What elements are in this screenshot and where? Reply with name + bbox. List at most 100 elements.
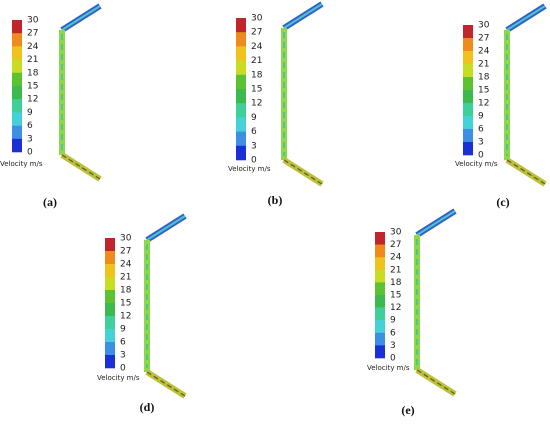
colorbar-tick: 21 (120, 273, 131, 283)
colorbar-tick: 21 (251, 56, 262, 66)
panel-label: (c) (496, 195, 509, 209)
pipe-top-edge (506, 5, 546, 31)
colorbar-tick: 3 (251, 141, 257, 151)
pipe-bottom (145, 369, 187, 399)
colorbar-tick: 15 (390, 291, 401, 301)
colorbar-tick: 6 (390, 328, 396, 338)
colorbar-tick: 12 (478, 99, 489, 109)
colorbar-tick: 6 (27, 121, 33, 131)
colorbar-tick: 18 (390, 278, 402, 288)
colorbar-tick: 21 (390, 265, 401, 275)
colorbar-tick: 30 (478, 21, 490, 31)
panel-label: (b) (268, 193, 283, 207)
colorbar-tick: 0 (27, 148, 33, 158)
legend-title: Velocity m/s (97, 374, 140, 382)
colorbar-band (105, 329, 115, 343)
colorbar-band (463, 51, 473, 65)
colorbar-band (375, 332, 385, 346)
colorbar-tick: 27 (27, 29, 38, 39)
colorbar-tick: 15 (27, 82, 38, 92)
colorbar-band (105, 251, 115, 265)
colorbar-tick: 15 (251, 85, 262, 95)
colorbar-band (463, 38, 473, 52)
colorbar-band (105, 264, 115, 278)
colorbar-band (375, 282, 385, 296)
colorbar-tick: 30 (251, 14, 263, 24)
panel-label: (d) (140, 400, 155, 414)
colorbar-band (12, 112, 22, 126)
colorbar-tick: 18 (478, 73, 490, 83)
colorbar-band (12, 125, 22, 140)
colorbar-tick: 3 (390, 341, 396, 351)
colorbar-tick: 30 (120, 234, 132, 244)
colorbar-band (105, 238, 115, 252)
colorbar-tick: 18 (251, 70, 263, 80)
colorbar-tick: 6 (120, 338, 126, 348)
colorbar-band (105, 355, 115, 369)
colorbar-tick: 27 (390, 240, 401, 250)
colorbar-band (105, 342, 115, 356)
colorbar-band (12, 33, 22, 47)
colorbar-tick: 30 (27, 16, 39, 26)
colorbar-band (236, 117, 246, 132)
colorbar-tick: 24 (478, 47, 490, 57)
colorbar-band (12, 86, 22, 100)
pipe-top-edge (146, 215, 186, 241)
colorbar-band (375, 295, 385, 308)
colorbar-band (463, 116, 473, 130)
colorbar-band (463, 90, 473, 104)
pipe-bottom (505, 157, 547, 187)
colorbar-band (463, 129, 473, 143)
colorbar-tick: 15 (120, 299, 131, 309)
colorbar-band (105, 303, 115, 317)
colorbar-band (236, 145, 246, 161)
colorbar-tick: 9 (251, 113, 257, 123)
colorbar-band (236, 46, 246, 61)
colorbar-tick: 0 (478, 151, 484, 161)
colorbar-band (463, 25, 473, 39)
pipe-bottom (415, 367, 457, 397)
colorbar-band (12, 99, 22, 113)
colorbar-band (12, 46, 22, 60)
colorbar-band (375, 244, 385, 258)
colorbar-tick: 24 (251, 42, 263, 52)
colorbar-band (236, 131, 246, 147)
colorbar-band (236, 89, 246, 104)
colorbar-tick: 12 (390, 303, 401, 313)
colorbar-band (236, 103, 246, 118)
colorbar-tick: 9 (478, 112, 484, 122)
colorbar-tick: 27 (478, 34, 489, 44)
colorbar-band (12, 59, 22, 74)
colorbar-band (375, 345, 385, 359)
colorbar-tick: 18 (120, 286, 132, 296)
colorbar-band (105, 290, 115, 304)
colorbar-band (375, 307, 385, 321)
colorbar-tick: 21 (478, 60, 489, 70)
colorbar-tick: 24 (390, 253, 402, 263)
colorbar-tick: 24 (27, 42, 39, 52)
colorbar-band (236, 18, 246, 33)
colorbar-tick: 3 (27, 134, 33, 144)
colorbar-tick: 15 (478, 86, 489, 96)
colorbar-tick: 12 (120, 312, 131, 322)
colorbar-band (105, 277, 115, 291)
pipe-top-edge (283, 3, 323, 29)
colorbar-band (12, 72, 22, 87)
pipe-top-edge (61, 5, 101, 31)
colorbar-band (236, 74, 246, 90)
colorbar-tick: 3 (478, 138, 484, 148)
colorbar-tick: 27 (251, 28, 262, 38)
pipe-bottom (60, 152, 102, 182)
colorbar-band (12, 138, 22, 153)
colorbar-tick: 18 (27, 68, 39, 78)
colorbar-tick: 9 (120, 325, 126, 335)
panel-label: (a) (43, 195, 57, 209)
colorbar-tick: 0 (390, 354, 396, 364)
colorbar-band (463, 142, 473, 156)
colorbar-band (236, 32, 246, 47)
colorbar-tick: 0 (120, 364, 126, 374)
